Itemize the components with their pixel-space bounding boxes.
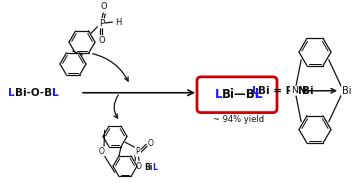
Text: L: L — [255, 88, 262, 101]
Text: Bi: Bi — [302, 86, 314, 96]
Text: Bi: Bi — [144, 163, 152, 172]
FancyBboxPatch shape — [197, 77, 277, 113]
Text: Bi: Bi — [342, 86, 352, 96]
Text: L: L — [252, 86, 258, 96]
Text: O: O — [99, 147, 105, 156]
Text: N: N — [291, 86, 297, 95]
Text: O: O — [101, 2, 107, 11]
Text: ~ 94% yield: ~ 94% yield — [213, 115, 265, 124]
Text: Bi = R-N: Bi = R-N — [258, 86, 307, 96]
Text: L: L — [8, 88, 15, 98]
Text: O: O — [136, 162, 142, 171]
Text: P: P — [99, 19, 104, 28]
FancyArrowPatch shape — [114, 95, 119, 118]
FancyArrowPatch shape — [93, 54, 128, 81]
Text: Bi-O-Bi: Bi-O-Bi — [15, 88, 55, 98]
Text: O: O — [148, 139, 154, 148]
Text: L: L — [152, 163, 157, 172]
Text: O: O — [99, 36, 106, 45]
Text: P: P — [136, 147, 140, 156]
Text: Bi—Bi: Bi—Bi — [222, 88, 260, 101]
Text: H: H — [115, 18, 122, 27]
Text: L: L — [52, 88, 59, 98]
Text: L: L — [215, 88, 222, 101]
